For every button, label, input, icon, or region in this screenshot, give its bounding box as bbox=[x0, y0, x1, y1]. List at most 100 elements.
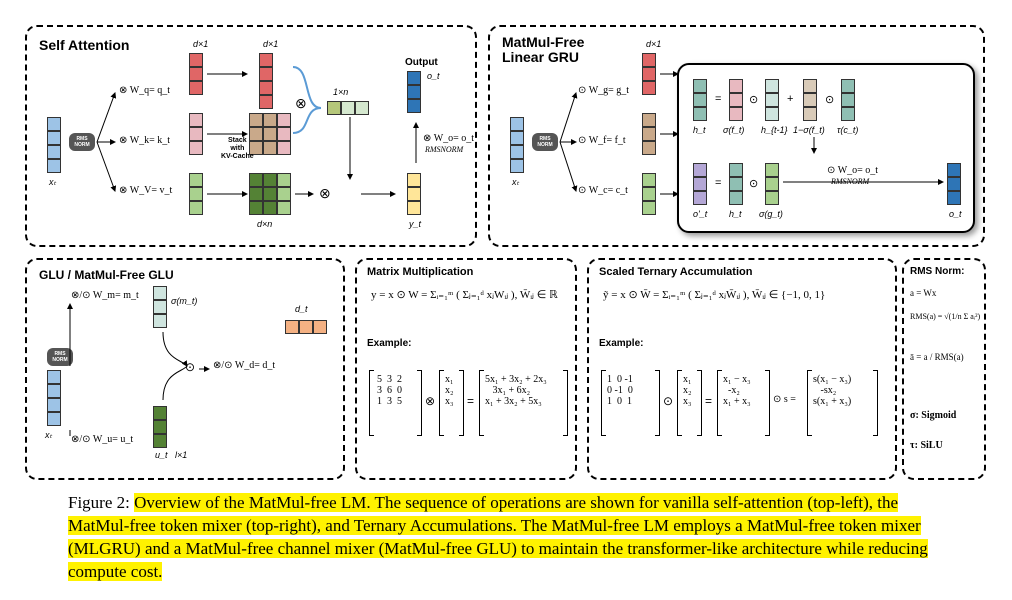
f-vec bbox=[642, 113, 656, 155]
lbl-ht2: h_t bbox=[729, 209, 742, 219]
mm-formula: y = x ⊙ W = Σᵢ₌₁ᵐ ( Σⱼ₌₁ᵈ xⱼWᵢⱼ ), W̄ᵢⱼ … bbox=[371, 288, 571, 301]
d-label: d_t bbox=[295, 304, 308, 314]
sta-W: 1 0 -10 -1 01 0 1 bbox=[607, 374, 633, 407]
sta-scale: ⊙ s = bbox=[773, 394, 796, 405]
eq-v: ⊗ W_V= v_t bbox=[119, 185, 172, 196]
stack-label: StackwithKV-Cache bbox=[221, 137, 254, 161]
dim-1xn: 1×n bbox=[333, 87, 348, 97]
arr-q bbox=[207, 69, 253, 79]
xt-label: xₜ bbox=[49, 177, 56, 188]
glu-eq-d: ⊗/⊙ W_d= d_t bbox=[213, 360, 275, 371]
ht-vec bbox=[693, 79, 707, 121]
eq-o: ⊗ W_o= o_t bbox=[423, 133, 474, 144]
gru-fanout bbox=[560, 87, 580, 197]
gru-dx1: d×1 bbox=[646, 39, 661, 49]
rmsnorm-badge-gru: RMSNORM bbox=[532, 133, 558, 151]
rms-tau: τ: SiLU bbox=[910, 440, 943, 451]
c-vec bbox=[642, 173, 656, 215]
lbl-ot: o_t bbox=[949, 209, 962, 219]
lbl-otp: o'_t bbox=[693, 209, 707, 219]
lbl-ht: h_t bbox=[693, 125, 706, 135]
sta-mid: x₁ − x₃ -x₂x₁ + x₃ bbox=[723, 374, 751, 407]
glu-fanout bbox=[63, 300, 77, 440]
m-vec bbox=[153, 286, 167, 328]
d-vec bbox=[285, 320, 327, 334]
panel-title-sa: Self Attention bbox=[39, 37, 129, 53]
panel-title-mm: Matrix Multiplication bbox=[367, 266, 473, 278]
arr-v-right bbox=[295, 189, 317, 199]
otp-vec bbox=[693, 163, 707, 205]
q-vec bbox=[189, 53, 203, 95]
rms-l2: RMS(a) = √(1/n Σ aᵢ²) bbox=[910, 312, 984, 321]
arr-glu-d bbox=[199, 364, 213, 374]
mm-x: x₁x₂x₃ bbox=[445, 374, 454, 407]
dim-dx1-a: d×1 bbox=[193, 39, 208, 49]
mm-res: 5x₁ + 3x₂ + 2x₃ 3x₁ + 6x₂x₁ + 3x₂ + 5x₃ bbox=[485, 374, 547, 407]
y-vec bbox=[407, 173, 421, 215]
htm1-vec bbox=[765, 79, 779, 121]
arr-v bbox=[207, 189, 253, 199]
mm-eq: = bbox=[467, 394, 474, 408]
glu-eq-m: ⊗/⊙ W_m= m_t bbox=[71, 290, 139, 301]
dim-dx1-b: d×1 bbox=[263, 39, 278, 49]
o-label: o_t bbox=[427, 71, 440, 81]
eq-f: ⊙ W_f= f_t bbox=[578, 135, 626, 146]
rms-title: RMS Norm: bbox=[910, 266, 964, 277]
v-vec bbox=[189, 173, 203, 215]
panel-glu: GLU / MatMul-Free GLU xₜ RMSNORM ⊗/⊙ W_m… bbox=[25, 258, 345, 480]
sta-res: s(x₁ − x₃) -sx₂s(x₁ + x₃) bbox=[813, 374, 851, 407]
op-qk: ⊗ bbox=[295, 95, 307, 112]
lx1: l×1 bbox=[175, 450, 187, 460]
ht2-vec bbox=[729, 163, 743, 205]
sta-op: ⊙ bbox=[663, 394, 673, 408]
xt-vector bbox=[47, 117, 61, 173]
rms-l1: a = Wx bbox=[910, 288, 936, 298]
eq-g: ⊙ W_g= g_t bbox=[578, 85, 629, 96]
panel-self-attention: Self Attention d×1 d×1 Output xₜ RMSNORM… bbox=[25, 25, 477, 247]
mm-example-label: Example: bbox=[367, 338, 411, 349]
lbl-sgt: σ(g_t) bbox=[759, 209, 783, 219]
caption-fig-label: Figure 2: bbox=[68, 493, 130, 512]
y-label: y_t bbox=[409, 219, 421, 229]
k-mat bbox=[249, 113, 291, 155]
arr-down bbox=[345, 117, 355, 187]
sigma-m: σ(m_t) bbox=[171, 296, 197, 306]
mm-W: 5 3 23 6 01 3 5 bbox=[377, 374, 402, 407]
tau-vec bbox=[841, 79, 855, 121]
arr-to-y bbox=[361, 189, 401, 199]
lbl-tau: τ(c_t) bbox=[837, 125, 858, 135]
panel-mlgru: MatMul-FreeLinear GRU d×1 xₜ RMSNORM ⊙ W… bbox=[488, 25, 985, 247]
sta-x: x₁x₂x₃ bbox=[683, 374, 692, 407]
glu-eq-u: ⊗/⊙ W_u= u_t bbox=[71, 434, 133, 445]
figure-wrap: Self Attention d×1 d×1 Output xₜ RMSNORM… bbox=[0, 0, 1012, 8]
gru-xt bbox=[510, 117, 524, 173]
panel-title-sta: Scaled Ternary Accumulation bbox=[599, 266, 752, 278]
panel-sta: Scaled Ternary Accumulation ỹ = x ⊙ W̄ =… bbox=[587, 258, 897, 480]
lbl-htm1: h_{t-1} bbox=[761, 125, 788, 135]
rmsnorm-badge-sa: RMSNORM bbox=[69, 133, 95, 151]
panel-title-gru: MatMul-FreeLinear GRU bbox=[502, 35, 584, 65]
panel-title-glu: GLU / MatMul-Free GLU bbox=[39, 268, 174, 282]
output-label: Output bbox=[405, 57, 438, 68]
panel-rms: RMS Norm: a = Wx RMS(a) = √(1/n Σ aᵢ²) ā… bbox=[902, 258, 986, 480]
eq-k: ⊗ W_k= k_t bbox=[119, 135, 170, 146]
rms-sigma: σ: Sigmoid bbox=[910, 410, 956, 421]
arr-row-join bbox=[809, 137, 819, 159]
lbl-omf: 1−σ(f_t) bbox=[793, 125, 825, 135]
attn-row bbox=[327, 101, 369, 115]
caption-text: Overview of the MatMul-free LM. The sequ… bbox=[68, 493, 928, 581]
eq-oo: ⊙ W_o= o_t bbox=[827, 165, 878, 176]
gru-xt-label: xₜ bbox=[512, 177, 519, 188]
u-vec bbox=[153, 406, 167, 448]
eq-o2: RMSNORM bbox=[425, 145, 463, 154]
arr-up-o bbox=[411, 119, 421, 169]
q-mat bbox=[259, 53, 273, 109]
g-vec bbox=[642, 53, 656, 95]
op-av: ⊗ bbox=[319, 185, 331, 202]
o-vec bbox=[407, 71, 421, 113]
gru-inner-box: = ⊙ + ⊙ h_t σ(f_t) h_{t-1} 1−σ(f_t) τ(c_… bbox=[677, 63, 975, 233]
figure-caption: Figure 2: Overview of the MatMul-free LM… bbox=[68, 492, 944, 584]
ot-vec bbox=[947, 163, 961, 205]
rms-l3: ā = a / RMS(a) bbox=[910, 352, 964, 362]
eq-c: ⊙ W_c= c_t bbox=[578, 185, 628, 196]
